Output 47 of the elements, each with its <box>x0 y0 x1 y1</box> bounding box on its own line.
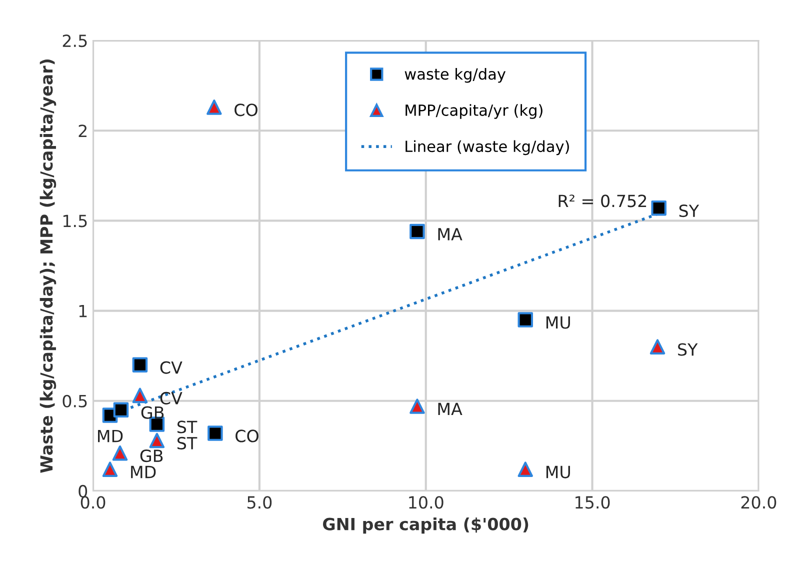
x-tick-label: 10.0 <box>409 496 444 509</box>
y-tick-label: 1.5 <box>63 214 87 228</box>
legend-label: Linear (waste kg/day) <box>406 140 569 156</box>
point <box>650 339 666 354</box>
point <box>132 388 148 404</box>
point <box>132 357 148 372</box>
x-tick-label: 15.0 <box>576 496 610 509</box>
point <box>410 398 425 414</box>
point <box>149 432 165 448</box>
point <box>410 224 425 240</box>
x-axis-title: GNI per capita ($'000) <box>322 517 528 534</box>
annotation: GB <box>140 450 163 462</box>
y-tick-label: 2 <box>78 124 86 137</box>
x-tick-label: 20.0 <box>741 496 776 509</box>
y-tick-label: 2.5 <box>62 34 87 48</box>
annotation: MD <box>131 466 156 478</box>
y-tick-label: 0 <box>78 484 88 498</box>
x-tick-label: 0.0 <box>80 496 106 509</box>
point <box>518 462 534 477</box>
annotation: CO <box>234 104 258 116</box>
annotation: MA <box>438 402 462 416</box>
annotation: CV <box>160 392 182 404</box>
annotation: MA <box>438 228 462 240</box>
annotation: R² = 0.752 <box>558 194 646 208</box>
annotation: ST <box>177 420 198 434</box>
point <box>113 402 129 418</box>
x-tick-label: 5.0 <box>247 496 272 509</box>
annotation: SY <box>678 343 698 356</box>
annotation: MU <box>546 466 570 478</box>
point <box>208 426 223 441</box>
annotation: GB <box>141 406 164 419</box>
legend-label: waste kg/day <box>404 68 506 83</box>
point <box>518 312 534 328</box>
y-tick-label: 1 <box>79 304 87 318</box>
annotation: SY <box>679 204 700 218</box>
annotation: ST <box>177 436 198 450</box>
y-tick-label: 0.5 <box>62 394 87 408</box>
annotation: MD <box>98 430 123 442</box>
legend-label: MPP/capita/yr (kg) <box>406 104 542 119</box>
annotation: MU <box>546 316 570 329</box>
point <box>112 445 128 461</box>
point <box>206 100 222 115</box>
y-axis-title: Waste (kg/capita/day); MPP (kg/capita/year) <box>40 60 56 473</box>
point <box>102 462 118 477</box>
annotation: CV <box>160 361 182 374</box>
point <box>651 200 666 216</box>
annotation: CO <box>236 430 258 442</box>
